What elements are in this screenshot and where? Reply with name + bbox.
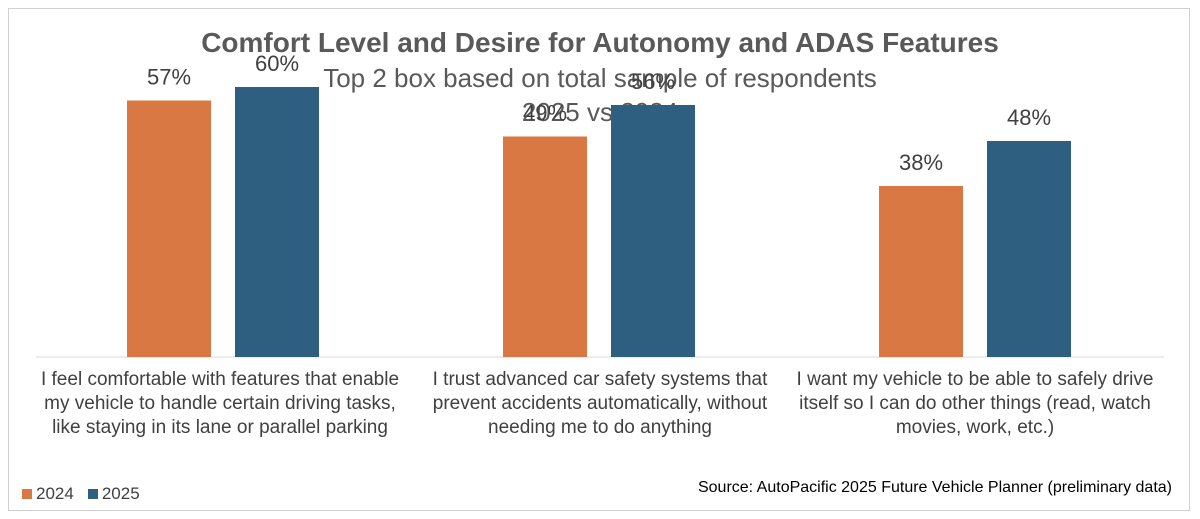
data-label-2024-cat1: 57% <box>147 65 191 90</box>
legend-label-2025: 2025 <box>101 484 140 503</box>
bar-2024-cat2 <box>503 136 587 357</box>
data-label-2024-cat2: 49% <box>523 101 567 126</box>
source-note: Source: AutoPacific 2025 Future Vehicle … <box>697 479 1172 496</box>
category-label-line: prevent accidents automatically, without <box>432 393 768 414</box>
data-label-2024-cat3: 38% <box>899 150 943 175</box>
category-label-line: I trust advanced car safety systems that <box>432 369 768 390</box>
data-label-2025-cat2: 56% <box>631 69 675 94</box>
bar-2024-cat3 <box>879 186 963 357</box>
bar-2025-cat1 <box>235 87 319 357</box>
category-label-line: my vehicle to handle certain driving tas… <box>44 393 396 414</box>
data-label-2025-cat3: 48% <box>1007 105 1051 130</box>
category-label-3: I want my vehicle to be able to safely d… <box>795 368 1155 440</box>
legend: 2024 2025 <box>22 484 154 504</box>
legend-item-2025: 2025 <box>87 484 140 504</box>
chart-title: Comfort Level and Desire for Autonomy an… <box>201 27 999 58</box>
data-label-2025-cat1: 60% <box>255 51 299 76</box>
legend-swatch-2024 <box>22 489 32 499</box>
category-label-line: I want my vehicle to be able to safely d… <box>796 369 1154 390</box>
category-label-1: I feel comfortable with features that en… <box>40 368 400 440</box>
bar-2025-cat2 <box>611 105 695 357</box>
bar-2024-cat1 <box>127 100 211 357</box>
category-label-line: I feel comfortable with features that en… <box>40 369 400 390</box>
category-label-line: needing me to do anything <box>488 417 712 438</box>
bar-2025-cat3 <box>987 141 1071 357</box>
chart-subtitle: Top 2 box based on total sample of respo… <box>323 63 877 93</box>
chart-frame <box>8 8 1190 511</box>
legend-swatch-2025 <box>87 489 98 499</box>
category-label-line: movies, work, etc.) <box>895 417 1055 438</box>
category-label-line: like staying in its lane or parallel par… <box>52 417 388 438</box>
category-label-line: itself so I can do other things (read, w… <box>799 393 1151 414</box>
legend-label-2024: 2024 <box>36 484 74 503</box>
legend-item-2024: 2024 <box>22 484 74 504</box>
category-label-2: I trust advanced car safety systems that… <box>420 368 780 440</box>
